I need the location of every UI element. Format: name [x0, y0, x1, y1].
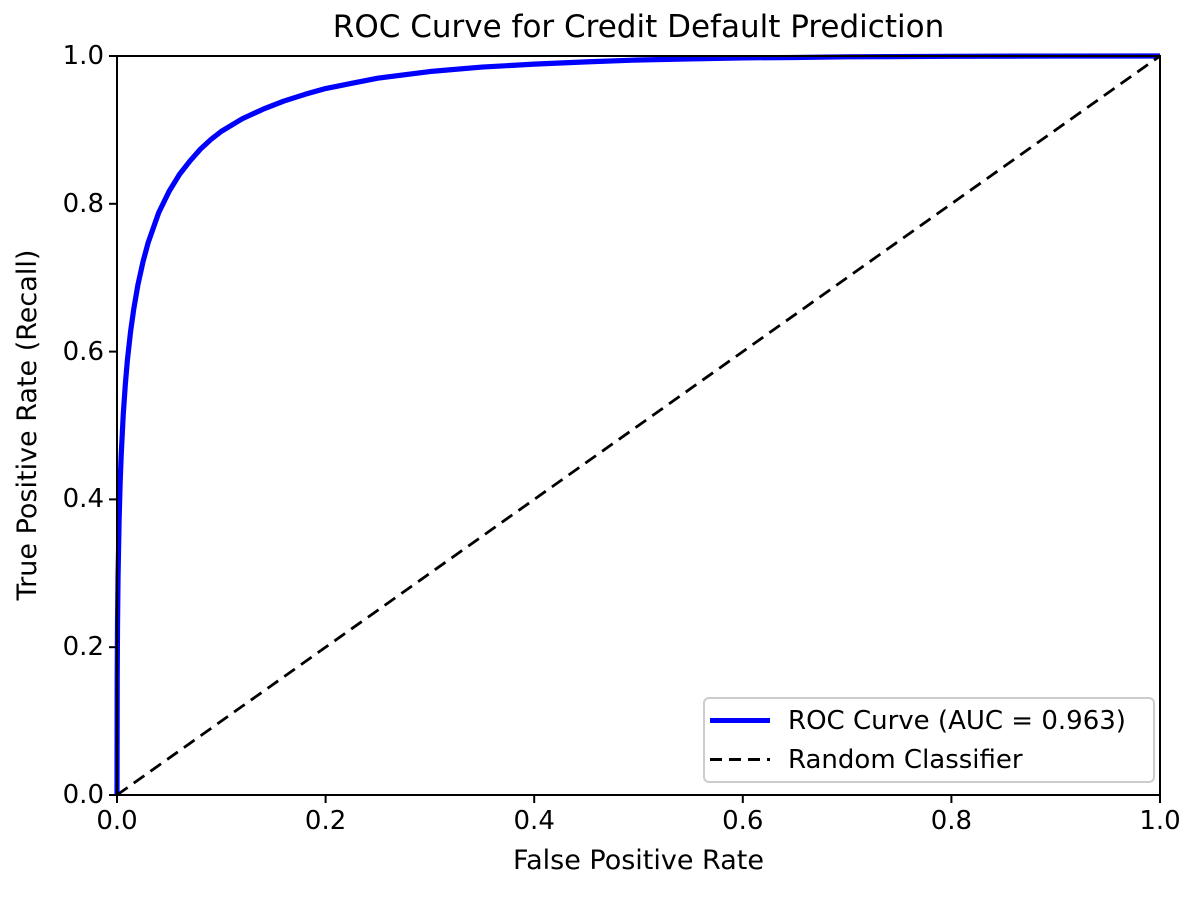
chart-title: ROC Curve for Credit Default Prediction — [332, 9, 945, 45]
x-tick-label: 0.2 — [304, 806, 347, 836]
roc-curve-line — [114, 53, 1161, 796]
y-tick-label: 0.2 — [62, 632, 104, 663]
y-tick-label: 0.4 — [62, 484, 104, 515]
y-axis-label: True Positive Rate (Recall) — [12, 249, 43, 601]
dashed-line-swatch-icon — [710, 758, 770, 761]
legend-item-roc-curve: ROC Curve (AUC = 0.963) — [710, 701, 1148, 740]
y-tick-label: 0.0 — [62, 780, 104, 810]
legend-item-random-classifier: Random Classifier — [710, 740, 1148, 779]
random-classifier-line — [116, 54, 1161, 797]
y-tick-label: 0.6 — [62, 336, 104, 367]
x-tick-label: 0.0 — [96, 806, 138, 836]
legend: ROC Curve (AUC = 0.963) Random Classifie… — [703, 697, 1155, 783]
axes-frame — [116, 55, 1161, 796]
x-tick-label: 0.6 — [722, 806, 764, 836]
y-tick-label: 0.8 — [62, 188, 104, 219]
roc-line-swatch-icon — [710, 718, 770, 723]
legend-label-roc-curve: ROC Curve (AUC = 0.963) — [788, 705, 1126, 736]
x-tick-label: 0.8 — [930, 806, 973, 836]
y-tick-label: 1.0 — [62, 41, 104, 71]
x-axis-label: False Positive Rate — [513, 845, 764, 876]
x-tick-label: 1.0 — [1139, 806, 1181, 836]
x-tick-label: 0.4 — [513, 806, 555, 836]
legend-label-random-classifier: Random Classifier — [788, 744, 1023, 775]
